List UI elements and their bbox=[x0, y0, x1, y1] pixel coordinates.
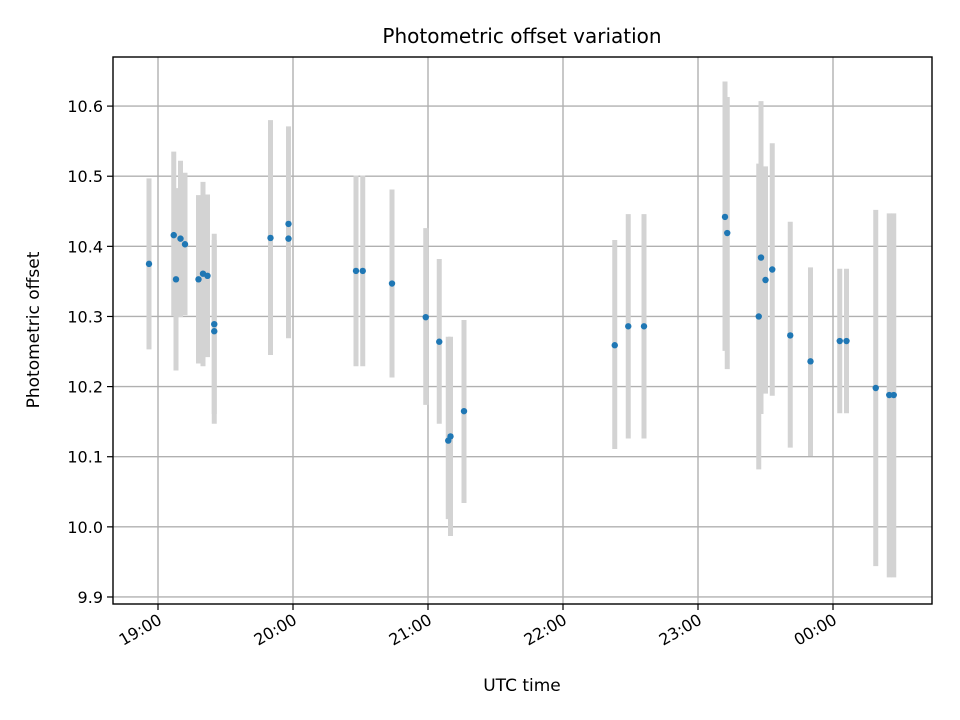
data-point bbox=[836, 337, 843, 345]
data-point bbox=[843, 337, 850, 345]
data-point bbox=[204, 272, 211, 279]
data-point bbox=[145, 260, 153, 268]
data-point bbox=[170, 231, 177, 239]
data-point bbox=[872, 384, 879, 392]
data-point bbox=[285, 220, 292, 228]
grid bbox=[113, 57, 932, 604]
data-point bbox=[611, 342, 618, 349]
data-point bbox=[886, 391, 893, 399]
data-point bbox=[447, 433, 454, 440]
y-tick-label: 10.3 bbox=[67, 307, 103, 326]
data-point bbox=[640, 323, 648, 330]
chart-title: Photometric offset variation bbox=[382, 24, 661, 48]
data-point bbox=[352, 267, 360, 275]
y-tick-label: 10.6 bbox=[67, 97, 103, 116]
data-point bbox=[625, 323, 632, 330]
data-point bbox=[388, 280, 396, 287]
data-point bbox=[807, 358, 814, 365]
data-point bbox=[460, 407, 468, 415]
data-point bbox=[422, 313, 429, 321]
data-point bbox=[755, 313, 762, 320]
y-axis-ticks: 9.9 10.0 10.1 10.2 10.3 10.4 10.5 10.6 bbox=[67, 97, 113, 607]
y-axis-label: Photometric offset bbox=[24, 251, 44, 408]
data-point bbox=[285, 235, 292, 242]
data-point bbox=[724, 229, 731, 237]
plot-frame bbox=[112, 56, 933, 605]
data-point bbox=[211, 328, 218, 335]
data-point bbox=[181, 241, 189, 248]
data-point bbox=[436, 338, 443, 345]
data-point bbox=[267, 234, 274, 242]
data-point bbox=[762, 276, 769, 284]
x-axis-label: UTC time bbox=[483, 676, 561, 696]
y-tick-label: 10.5 bbox=[67, 167, 103, 186]
data-point bbox=[769, 266, 776, 273]
y-tick-label: 10.1 bbox=[67, 448, 103, 467]
data-point bbox=[757, 254, 765, 261]
data-point bbox=[177, 235, 184, 242]
data-point bbox=[172, 276, 180, 283]
data-points bbox=[145, 213, 897, 444]
y-tick-label: 10.2 bbox=[67, 378, 103, 397]
data-point bbox=[787, 332, 794, 339]
data-point bbox=[359, 267, 366, 275]
data-point bbox=[721, 213, 729, 221]
y-tick-label: 9.9 bbox=[78, 588, 103, 607]
data-point bbox=[195, 276, 202, 283]
y-tick-label: 10.4 bbox=[67, 237, 103, 256]
data-point bbox=[211, 320, 218, 328]
y-tick-label: 10.0 bbox=[67, 518, 103, 537]
data-point bbox=[890, 391, 897, 399]
